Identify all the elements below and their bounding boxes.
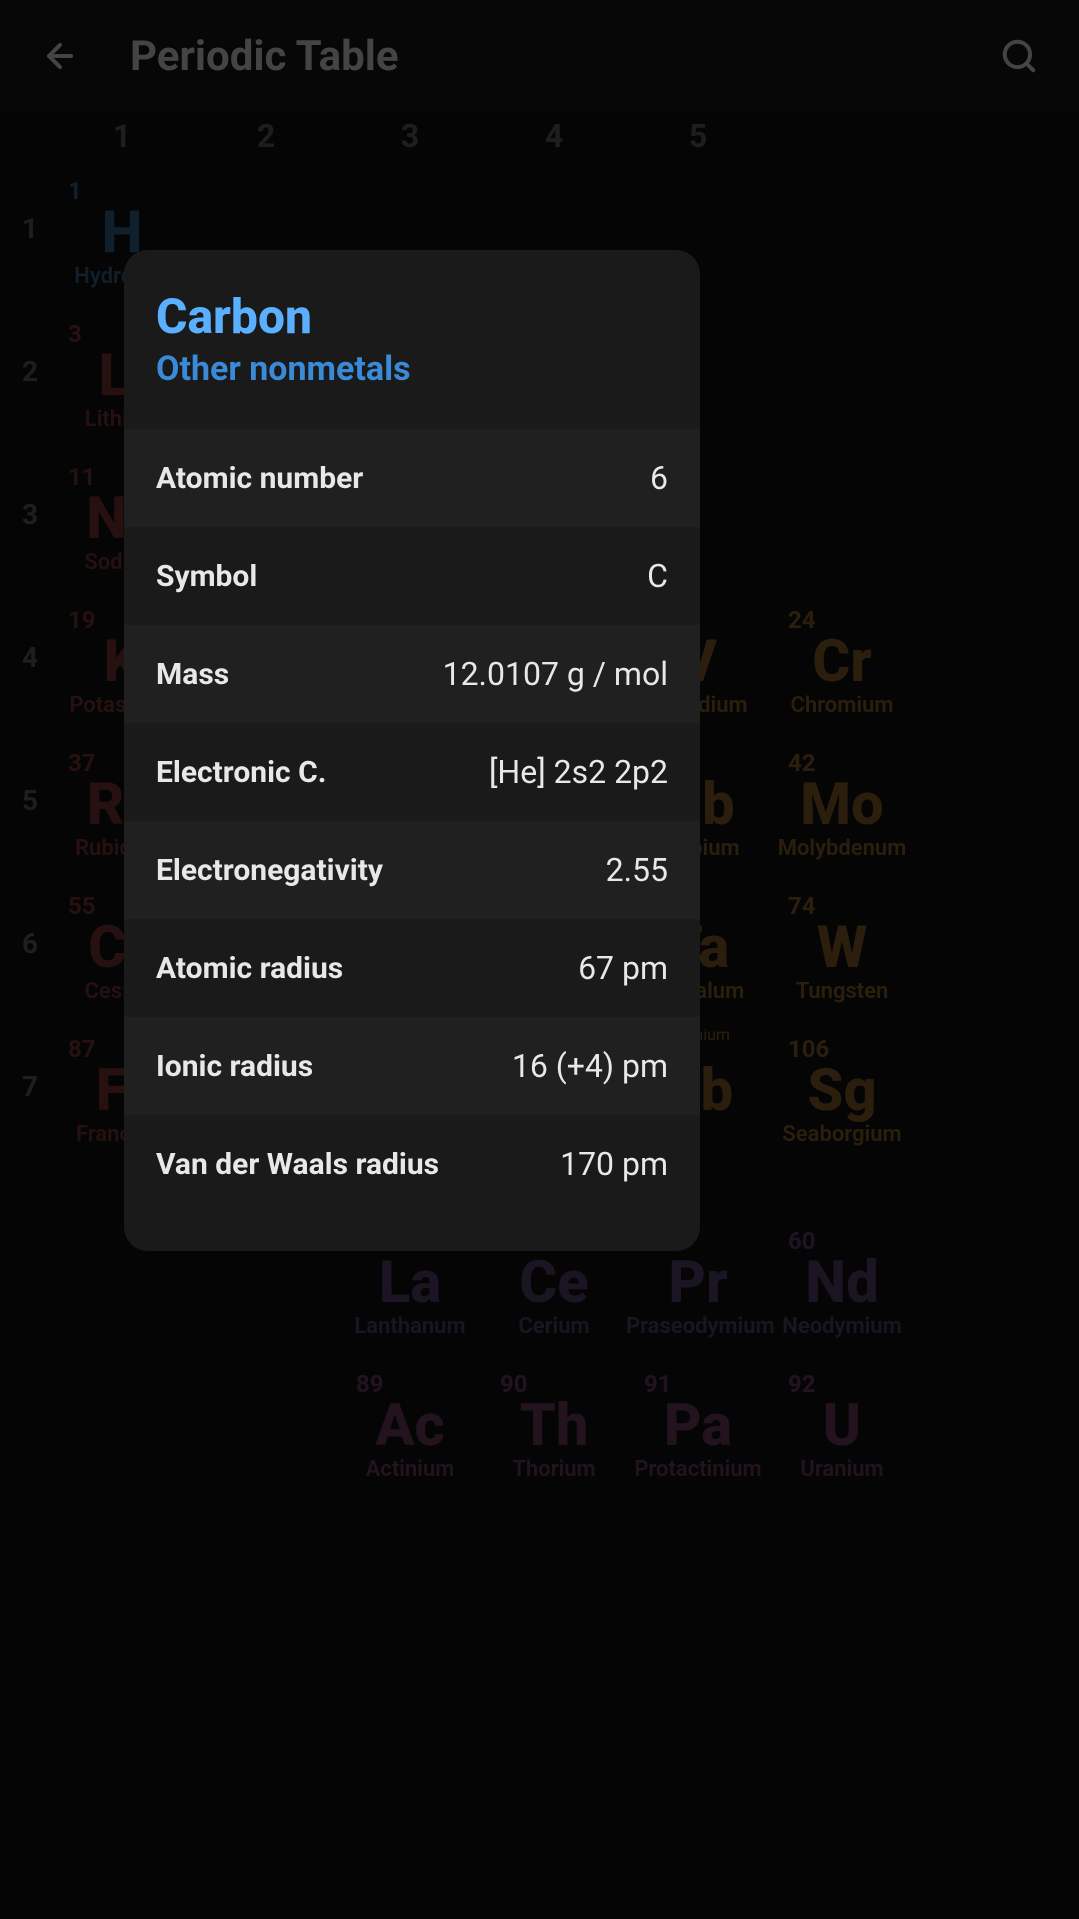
element-detail-modal: Carbon Other nonmetals Atomic number 6 S… (124, 250, 700, 1251)
modal-value: 16 (+4) pm (512, 1047, 668, 1085)
modal-label: Ionic radius (156, 1049, 313, 1084)
modal-row-symbol: Symbol C (124, 527, 700, 625)
modal-value: 2.55 (606, 851, 668, 889)
modal-label: Atomic number (156, 461, 363, 496)
modal-row-atomic-number: Atomic number 6 (124, 429, 700, 527)
modal-header: Carbon Other nonmetals (124, 288, 700, 429)
modal-row-electronic: Electronic C. [He] 2s2 2p2 (124, 723, 700, 821)
modal-label: Van der Waals radius (156, 1147, 439, 1182)
modal-row-ionic-radius: Ionic radius 16 (+4) pm (124, 1017, 700, 1115)
modal-value: 12.0107 g / mol (443, 655, 668, 693)
modal-label: Atomic radius (156, 951, 343, 986)
modal-label: Electronegativity (156, 853, 383, 888)
modal-value: 170 pm (560, 1145, 668, 1183)
modal-row-mass: Mass 12.0107 g / mol (124, 625, 700, 723)
modal-value: [He] 2s2 2p2 (489, 753, 668, 791)
modal-row-atomic-radius: Atomic radius 67 pm (124, 919, 700, 1017)
modal-subtitle: Other nonmetals (156, 349, 668, 389)
modal-label: Mass (156, 657, 229, 692)
modal-value: C (647, 557, 668, 595)
modal-value: 67 pm (578, 949, 668, 987)
modal-label: Symbol (156, 559, 257, 594)
modal-row-electronegativity: Electronegativity 2.55 (124, 821, 700, 919)
modal-label: Electronic C. (156, 755, 326, 790)
modal-title: Carbon (156, 288, 668, 345)
modal-row-vdw-radius: Van der Waals radius 170 pm (124, 1115, 700, 1213)
modal-value: 6 (650, 459, 668, 497)
